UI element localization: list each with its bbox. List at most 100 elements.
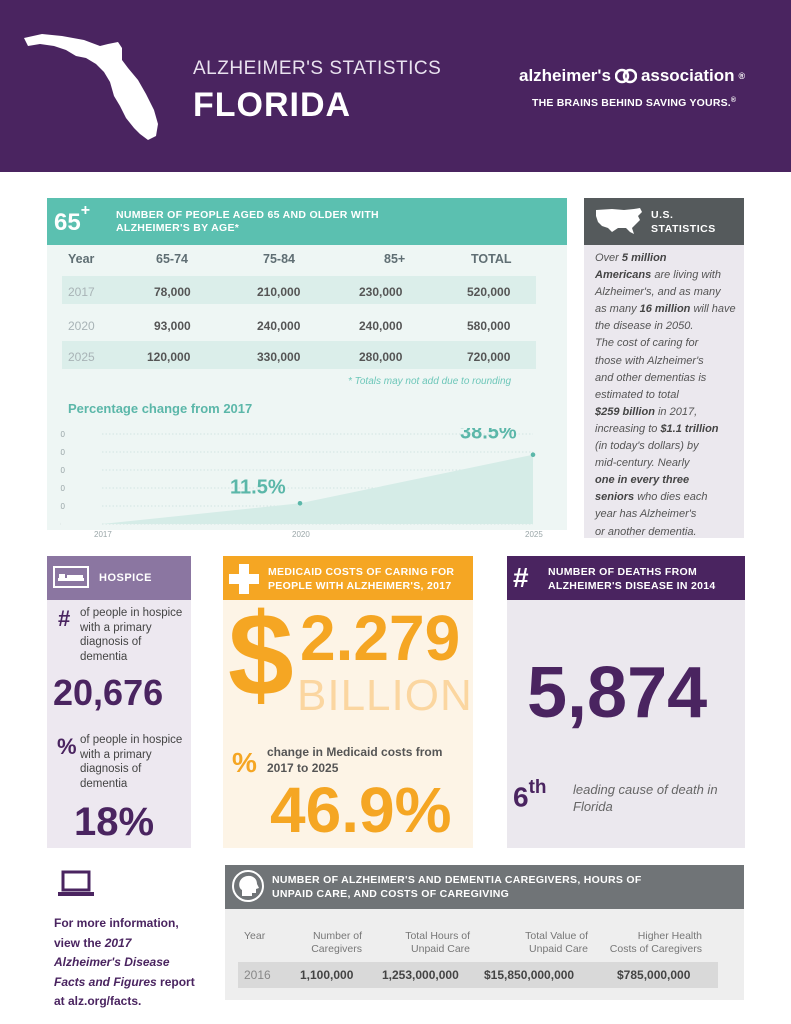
hospice-pct-label: of people in hospice with a primary diag… xyxy=(80,734,183,790)
data-label: 38.5% xyxy=(460,428,517,444)
us-stats-line: (in today's dollars) by xyxy=(595,440,699,453)
us-stat-highlight: 16 million xyxy=(639,303,691,316)
hash-icon: # xyxy=(58,606,71,631)
bed-icon xyxy=(53,566,89,588)
x-tick-label: 2020 xyxy=(292,530,310,539)
death-rank-number: 6 xyxy=(513,781,529,813)
us-stats-line: or another dementia. xyxy=(595,525,697,538)
y-tick-label: 10 xyxy=(60,502,65,511)
us-stats-line: estimated to total xyxy=(595,388,679,401)
table-cell: 580,000 xyxy=(467,319,511,333)
us-stats-line: Alzheimer's, and as many xyxy=(595,286,721,299)
data-point xyxy=(297,501,303,506)
caregivers-header xyxy=(225,865,744,909)
us-stats-line: Americans are living with xyxy=(595,269,721,282)
col-header-health-costs: Higher Health Costs of Caregivers xyxy=(596,930,702,956)
y-tick-label: 40 xyxy=(60,448,65,457)
col-header-line: Costs of Caregivers xyxy=(609,943,702,955)
table-cell: 720,000 xyxy=(467,350,511,364)
col-header-year: Year xyxy=(68,252,95,266)
info-line: Alzheimer's Disease xyxy=(54,953,214,973)
us-stats-line: and other dementias is xyxy=(595,371,707,384)
table-cell: 230,000 xyxy=(359,285,403,299)
us-stat-highlight: $1.1 trillion xyxy=(660,422,719,435)
us-stats-panel xyxy=(584,245,744,538)
tagline: THE BRAINS BEHIND SAVING YOURS.® xyxy=(532,97,736,109)
medicaid-change-label: change in Medicaid costs from 2017 to 20… xyxy=(267,745,443,775)
medicaid-amount: 2.279 xyxy=(300,602,461,674)
us-stat-highlight: $259 billion xyxy=(595,405,655,418)
deaths-value: 5,874 xyxy=(527,653,708,733)
col-header-caregivers: Number of Caregivers xyxy=(300,930,362,956)
info-emphasis: Alzheimer's Disease xyxy=(54,955,170,969)
col-header-value: Total Value of Unpaid Care xyxy=(500,930,588,956)
table-cell-year: 2016 xyxy=(244,968,271,982)
table-cell: 330,000 xyxy=(257,350,301,364)
y-tick-label: 20 xyxy=(60,484,65,493)
table-cell: 210,000 xyxy=(257,285,301,299)
table-cell: 1,100,000 xyxy=(300,968,354,982)
hospice-title: HOSPICE xyxy=(99,572,153,584)
us-stats-line: one in every three xyxy=(595,472,740,489)
info-emphasis: 2017 xyxy=(104,935,132,950)
medicaid-header xyxy=(223,556,473,600)
info-line[interactable]: at alz.org/facts. xyxy=(54,994,142,1008)
page-title: FLORIDA xyxy=(193,86,352,124)
more-info-text: For more information, view the 2017 Alzh… xyxy=(54,914,214,1012)
tagline-text: THE BRAINS BEHIND SAVING YOURS. xyxy=(532,97,731,109)
deaths-title: NUMBER OF DEATHS FROM ALZHEIMER'S DISEAS… xyxy=(548,566,716,592)
col-header-line: Unpaid Care xyxy=(529,943,588,955)
table-cell: 520,000 xyxy=(467,285,511,299)
col-header-year: Year xyxy=(244,930,265,943)
percent-icon: % xyxy=(57,734,77,759)
col-header-line: Caregivers xyxy=(311,943,362,955)
col-header-line: Total Hours of xyxy=(405,930,470,942)
table-cell: 240,000 xyxy=(257,319,301,333)
table-cell: $15,850,000,000 xyxy=(484,968,575,982)
us-stats-line: seniors who dies each xyxy=(595,491,708,504)
medical-cross-icon xyxy=(229,564,259,594)
y-tick-label: 30 xyxy=(60,466,65,475)
us-stats-line: mid-century. Nearly xyxy=(595,457,690,470)
info-line: For more information, xyxy=(54,916,179,930)
us-stats-line: the disease in 2050. xyxy=(595,320,694,333)
table-cell: $785,000,000 xyxy=(617,968,691,982)
medicaid-panel xyxy=(223,600,473,848)
info-line: Facts and Figures report xyxy=(54,973,214,993)
medicaid-unit: BILLION xyxy=(297,671,473,720)
us-stats-title-line2: STATISTICS xyxy=(651,223,716,235)
us-stats-line: The cost of caring for xyxy=(595,337,699,350)
medicaid-change-value: 46.9% xyxy=(270,774,452,846)
us-stat-highlight: 5 million xyxy=(621,252,667,264)
info-line: view the 2017 xyxy=(54,934,214,954)
age-section-title: NUMBER OF PEOPLE AGED 65 AND OLDER WITH … xyxy=(116,209,379,234)
percent-icon: % xyxy=(232,747,257,778)
info-emphasis: Facts and Figures xyxy=(54,974,157,989)
rounding-note: * Totals may not add due to rounding xyxy=(348,376,512,387)
brand-logo: alzheimer's association ® xyxy=(519,66,745,86)
death-rank-label: leading cause of death in Florida xyxy=(573,782,718,814)
us-stat-highlight: seniors xyxy=(595,491,635,504)
col-header-line: Unpaid Care xyxy=(411,943,470,955)
info-text: report xyxy=(156,974,195,989)
table-cell-year: 2017 xyxy=(68,285,95,299)
florida-map-icon xyxy=(24,34,158,140)
dollar-sign: $ xyxy=(228,589,294,721)
col-header-line: Total Value of xyxy=(525,930,588,942)
table-cell: 120,000 xyxy=(147,350,191,364)
deaths-panel xyxy=(507,600,745,848)
age-badge: 65+ xyxy=(54,202,90,237)
chart-title: Percentage change from 2017 xyxy=(68,401,253,416)
age-badge-plus: + xyxy=(80,202,91,219)
data-point xyxy=(530,452,536,457)
table-cell: 240,000 xyxy=(359,319,403,333)
col-header-85plus: 85+ xyxy=(384,252,406,266)
x-tick-label: 2017 xyxy=(94,530,112,539)
us-stats-line: year has Alzheimer's xyxy=(595,508,697,521)
page-subtitle: ALZHEIMER'S STATISTICS xyxy=(193,58,442,79)
us-stat-highlight: one in every three xyxy=(595,474,690,487)
table-cell: 1,253,000,000 xyxy=(382,968,459,982)
tagline-registered-mark: ® xyxy=(730,97,737,104)
y-tick-label: 50 xyxy=(60,430,65,439)
x-tick-label: 2025 xyxy=(525,530,543,539)
